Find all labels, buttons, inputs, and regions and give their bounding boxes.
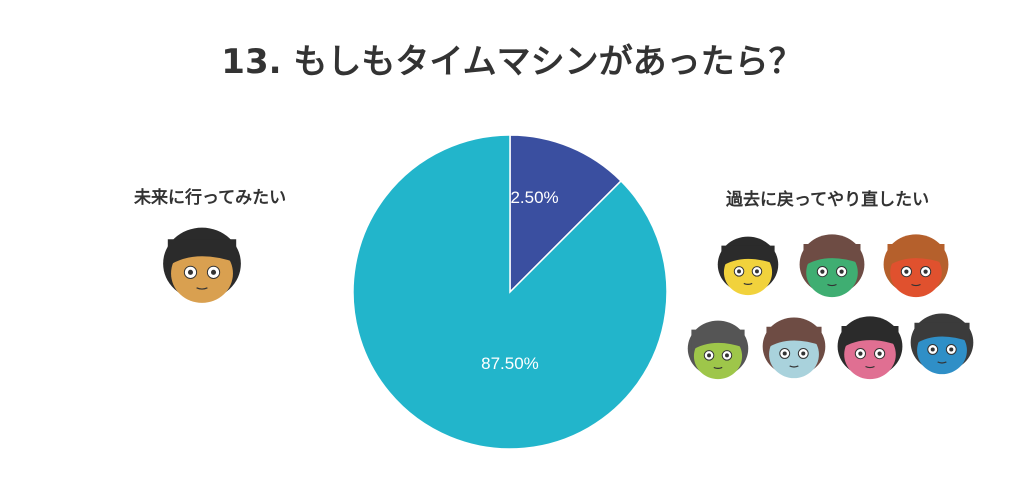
face-icon bbox=[163, 227, 241, 303]
face-icon bbox=[687, 320, 749, 380]
future-faces-illustration bbox=[163, 227, 241, 303]
face-icon bbox=[762, 317, 826, 379]
past-faces-illustration bbox=[687, 234, 974, 380]
pie-value-label-1: 87.50% bbox=[481, 354, 539, 373]
pie-slice-1 bbox=[352, 134, 668, 450]
face-icon bbox=[910, 313, 974, 375]
chart-title: 13. もしもタイムマシンがあったら？ bbox=[221, 42, 803, 82]
pie-value-label-0: 12.50% bbox=[501, 188, 559, 207]
pie-slice-0 bbox=[509, 134, 623, 294]
face-icon bbox=[883, 234, 949, 298]
legend-label-future: 未来に行ってみたい bbox=[134, 188, 287, 208]
face-icon bbox=[799, 234, 865, 298]
face-icon bbox=[717, 236, 779, 296]
face-icon bbox=[837, 316, 903, 380]
legend-label-past: 過去に戻ってやり直したい bbox=[726, 190, 930, 210]
